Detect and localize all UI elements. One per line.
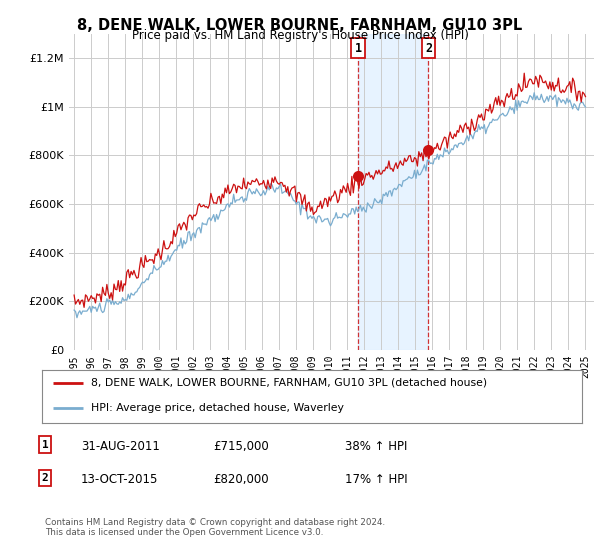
Text: HPI: Average price, detached house, Waverley: HPI: Average price, detached house, Wave… [91,403,343,413]
Text: 13-OCT-2015: 13-OCT-2015 [81,473,158,486]
Text: £715,000: £715,000 [213,440,269,452]
Bar [358,34,428,350]
Text: 8, DENE WALK, LOWER BOURNE, FARNHAM, GU10 3PL (detached house): 8, DENE WALK, LOWER BOURNE, FARNHAM, GU1… [91,378,487,388]
Text: 8, DENE WALK, LOWER BOURNE, FARNHAM, GU10 3PL: 8, DENE WALK, LOWER BOURNE, FARNHAM, GU1… [77,18,523,33]
Text: 17% ↑ HPI: 17% ↑ HPI [345,473,407,486]
Text: 2: 2 [41,473,49,483]
Text: 1: 1 [355,41,362,54]
Text: 38% ↑ HPI: 38% ↑ HPI [345,440,407,452]
Text: Contains HM Land Registry data © Crown copyright and database right 2024.
This d: Contains HM Land Registry data © Crown c… [45,518,385,538]
Text: 1: 1 [41,440,49,450]
Text: 2: 2 [425,41,432,54]
Text: £820,000: £820,000 [213,473,269,486]
Text: 31-AUG-2011: 31-AUG-2011 [81,440,160,452]
Text: Price paid vs. HM Land Registry's House Price Index (HPI): Price paid vs. HM Land Registry's House … [131,29,469,42]
